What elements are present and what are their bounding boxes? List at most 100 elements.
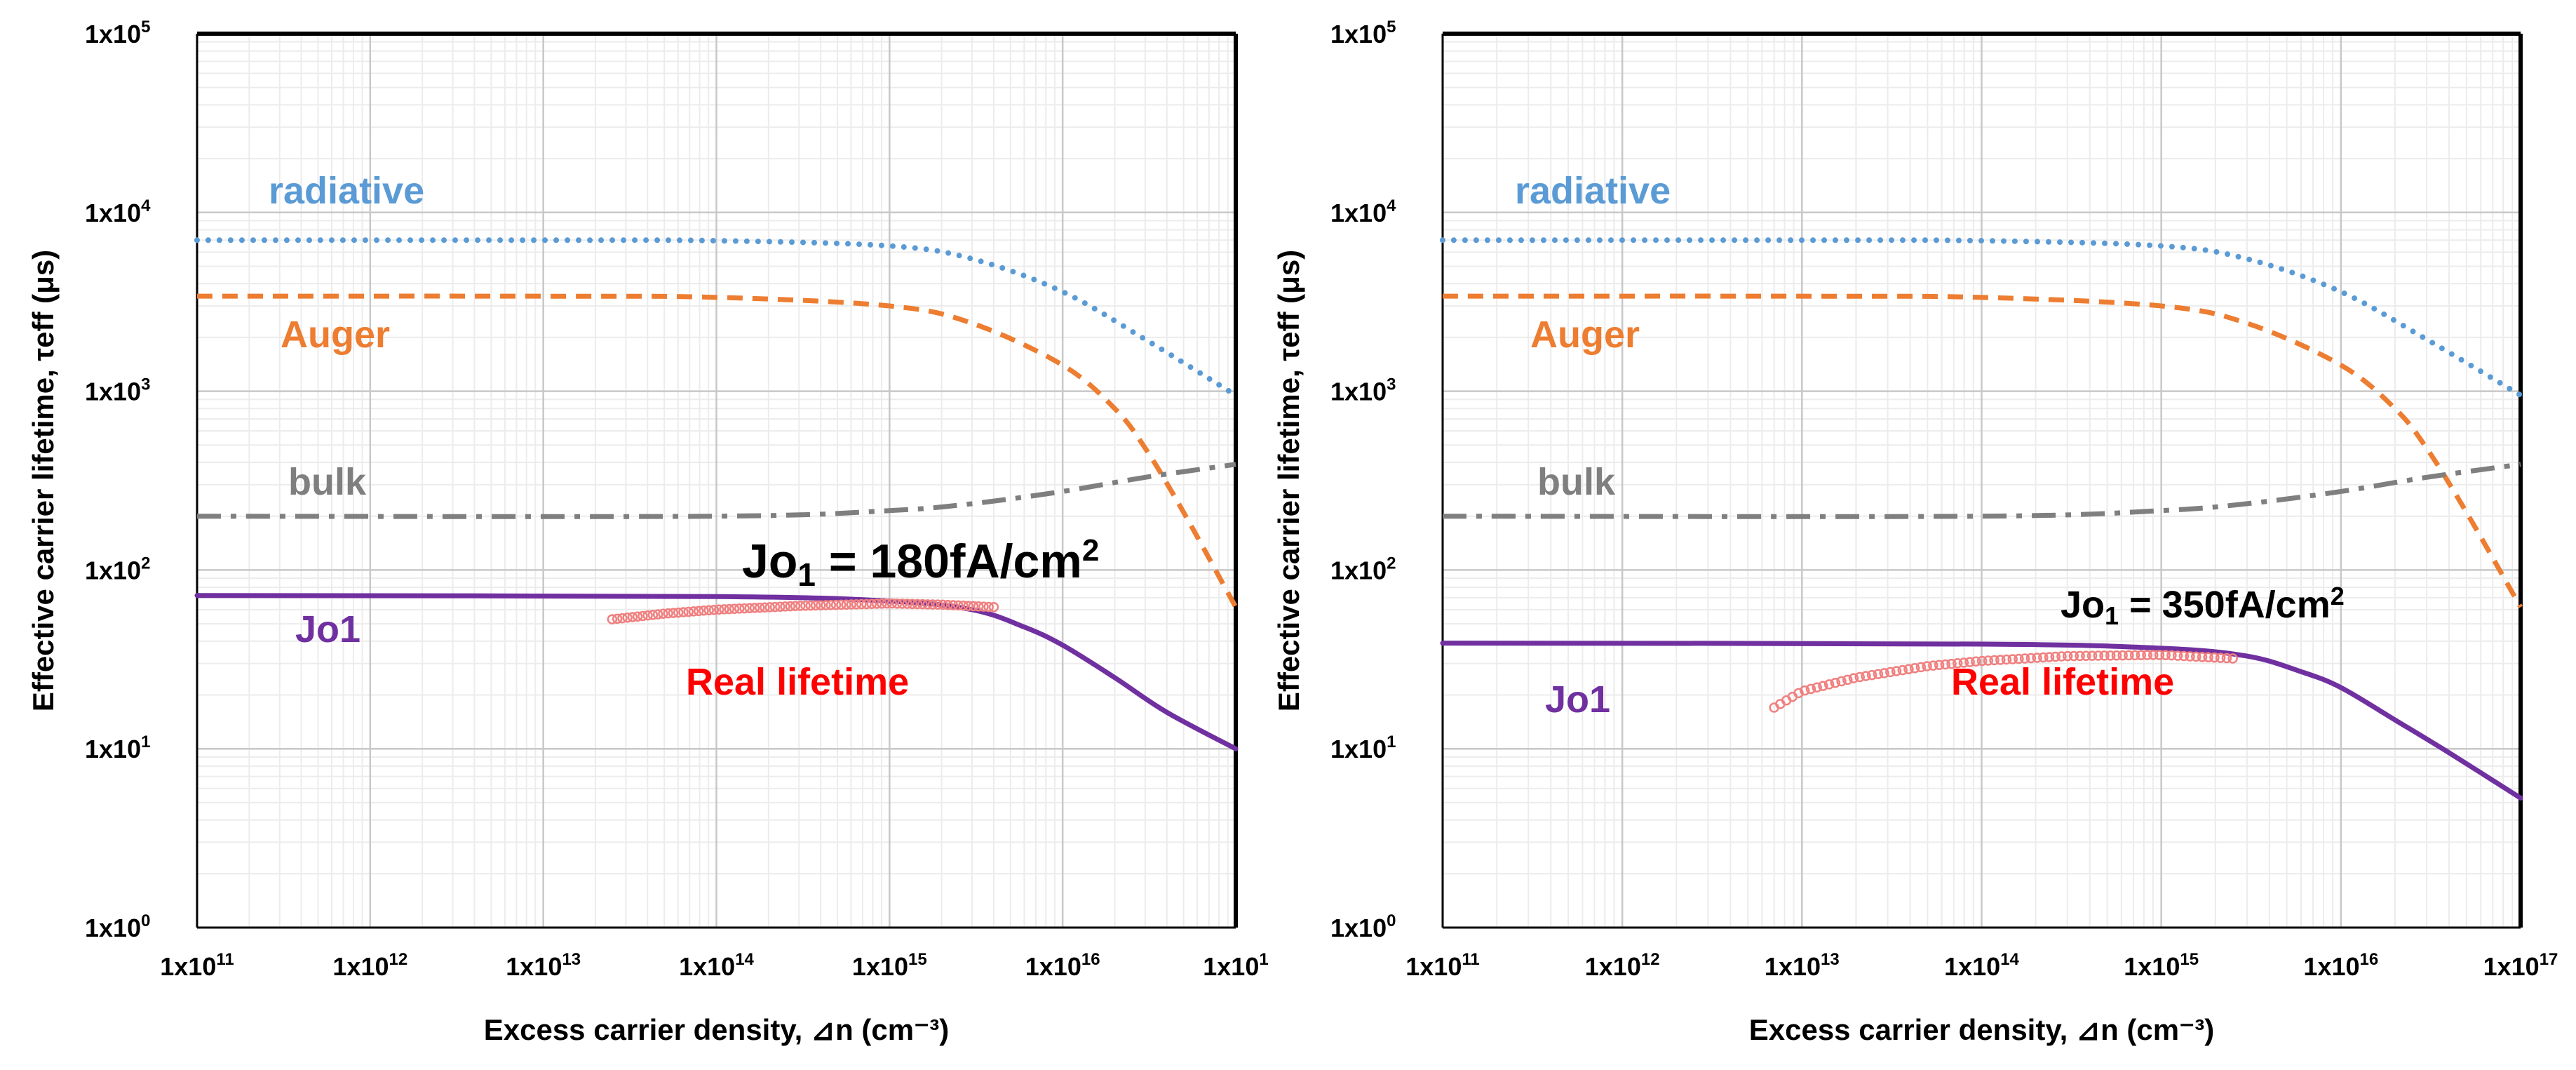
real-lifetime-marker: [917, 598, 928, 610]
x-tick-label: 1x1011: [160, 950, 234, 981]
real-lifetime-marker: [1964, 657, 1975, 667]
real-lifetime-marker: [1885, 667, 1896, 678]
real-lifetime-marker: [622, 613, 633, 623]
real-lifetime-marker: [805, 600, 816, 611]
real-lifetime-marker: [739, 603, 750, 614]
y-tick-label: 1x103: [1330, 375, 1396, 406]
x-tick-label: 1x1013: [1765, 950, 1840, 981]
real-lifetime-marker: [932, 599, 943, 610]
real-lifetime-marker: [683, 606, 694, 617]
real-lifetime-marker: [2038, 652, 2049, 663]
y-tick-label: 1x102: [85, 554, 150, 584]
real-lifetime-marker: [734, 603, 745, 614]
y-axis-title: Effective carrier lifetime, τeff (μs): [27, 250, 60, 711]
real-lifetime-marker: [866, 598, 877, 610]
real-lifetime-marker: [973, 601, 984, 612]
y-tick-labels: 1x100 1x101 1x102 1x103 1x104 1x105: [1330, 18, 1396, 942]
x-tick-label: 1x1011: [1405, 950, 1479, 981]
real-lifetime-marker: [1879, 668, 1889, 678]
real-lifetime-marker: [688, 606, 699, 617]
real-lifetime-marker: [627, 612, 638, 622]
real-lifetime-marker: [978, 601, 989, 612]
real-lifetime-marker: [678, 607, 689, 617]
real-lifetime-marker: [988, 602, 999, 613]
real-lifetime-marker: [882, 598, 892, 609]
real-lifetime-marker: [2203, 652, 2213, 663]
real-lifetime-marker: [617, 613, 628, 624]
jo1-value-label: Jo1 = 180fA/cm2: [742, 533, 1099, 593]
real-lifetime-marker: [2209, 652, 2220, 663]
real-lifetime-marker: [2111, 650, 2122, 661]
real-lifetime-marker: [2093, 650, 2104, 661]
real-lifetime-marker: [2129, 650, 2140, 661]
real-lifetime-marker: [2154, 650, 2165, 660]
x-tick-label: 1x1013: [506, 950, 581, 981]
x-tick-label: 1x1016: [1025, 950, 1100, 981]
real-lifetime-marker: [795, 601, 806, 611]
real-lifetime-marker: [877, 598, 887, 609]
real-lifetime-marker: [2044, 652, 2055, 662]
series-radiative-line: [1440, 237, 2523, 399]
real-lifetime-marker: [638, 610, 648, 622]
real-lifetime-marker: [2172, 650, 2183, 661]
x-tick-label: 1x1015: [852, 950, 927, 981]
real-lifetime-marker: [1909, 663, 1920, 674]
real-lifetime-marker: [780, 601, 790, 612]
x-tick-labels: 1x1011 1x1012 1x1013 1x1014 1x1015 1x1016 1x10…: [160, 950, 1268, 981]
real-lifetime-marker: [642, 610, 653, 621]
real-lifetime-marker: [968, 601, 979, 612]
real-lifetime-marker: [1823, 679, 1835, 690]
y-axis-title: Effective carrier lifetime, τeff (μs): [1272, 250, 1305, 711]
real-lifetime-marker: [719, 604, 729, 615]
real-lifetime-marker: [2007, 654, 2018, 664]
real-lifetime-marker: [851, 599, 862, 610]
real-lifetime-marker: [821, 600, 831, 610]
series-bulk-line: [196, 462, 1236, 519]
x-tick-label: 1x101: [1203, 950, 1268, 981]
real-lifetime-marker: [658, 608, 668, 620]
real-lifetime-marker: [2191, 651, 2201, 662]
real-lifetime-marker: [1928, 660, 1938, 671]
real-lifetime-marker: [871, 598, 882, 609]
label-radiative: radiative: [269, 170, 424, 212]
real-lifetime-marker: [790, 601, 801, 612]
real-lifetime-marker: [708, 604, 720, 615]
real-lifetime-marker: [749, 603, 760, 613]
real-lifetime-marker: [836, 599, 847, 610]
label-auger: Auger: [281, 314, 390, 356]
real-lifetime-marker: [2056, 651, 2067, 662]
real-lifetime-marker: [744, 603, 755, 614]
series-real-lifetime: [1769, 650, 2238, 713]
real-lifetime-marker: [2197, 652, 2208, 662]
real-lifetime-marker: [902, 598, 912, 609]
y-tick-label: 1x105: [1330, 18, 1396, 48]
real-lifetime-marker: [938, 599, 948, 610]
real-lifetime-marker: [2166, 650, 2177, 661]
real-lifetime-marker: [841, 599, 851, 610]
real-lifetime-marker: [963, 601, 973, 611]
label-real-lifetime: Real lifetime: [1951, 661, 2174, 703]
y-tick-label: 1x100: [85, 911, 150, 942]
x-tick-label: 1x1012: [1585, 950, 1660, 981]
gridlines: [1441, 32, 2522, 929]
real-lifetime-marker: [1903, 664, 1914, 674]
real-lifetime-marker: [1971, 656, 1981, 667]
real-lifetime-marker: [846, 599, 857, 610]
chart-panel-1: 1x1011 1x1012 1x1013 1x1014 1x1015 1x1016 1x10…: [27, 18, 1269, 1046]
label-jo1: Jo1: [1545, 678, 1610, 721]
real-lifetime-marker: [652, 609, 663, 620]
real-lifetime-marker: [2068, 650, 2079, 662]
y-tick-label: 1x104: [1330, 196, 1396, 227]
real-lifetime-marker: [1891, 666, 1902, 676]
label-bulk: bulk: [288, 461, 367, 503]
real-lifetime-marker: [2099, 650, 2110, 661]
real-lifetime-marker: [1854, 671, 1865, 683]
real-lifetime-marker: [693, 606, 704, 617]
real-lifetime-marker: [927, 599, 938, 610]
real-lifetime-marker: [2178, 650, 2190, 662]
y-tick-label: 1x105: [85, 18, 150, 48]
real-lifetime-marker: [1989, 655, 2000, 666]
series-bulk-line: [1442, 462, 2521, 519]
real-lifetime-marker: [1922, 661, 1932, 671]
series-auger-line: [196, 293, 1239, 608]
